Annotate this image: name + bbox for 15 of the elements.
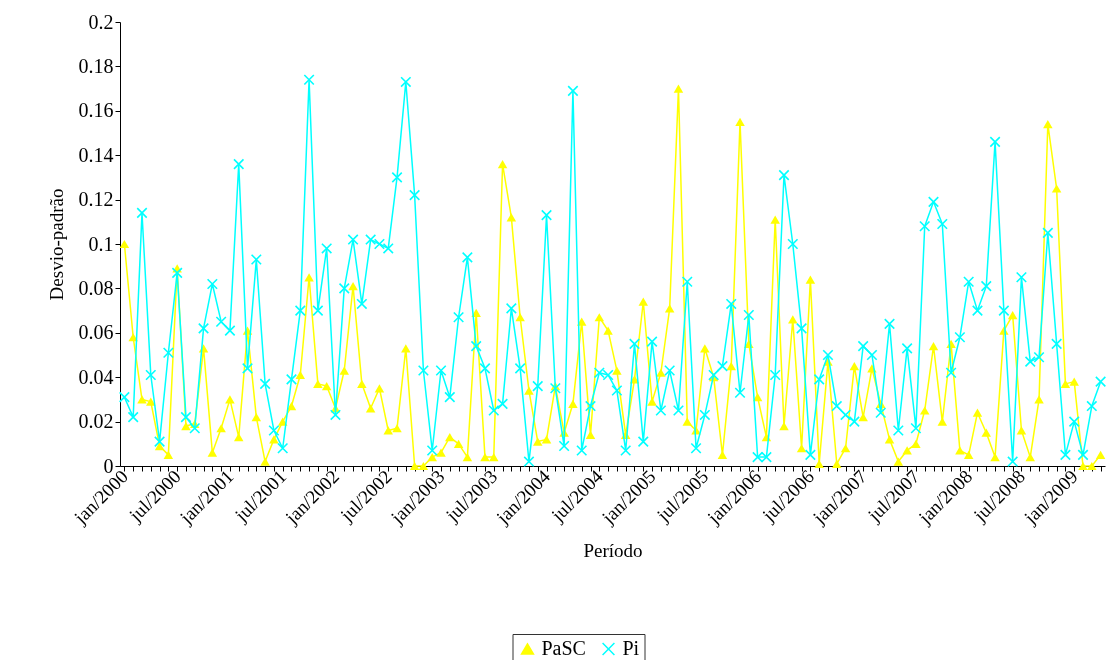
y-tick-label: 0.14: [78, 143, 114, 166]
y-tick-label: 0.08: [78, 276, 114, 299]
y-tick-label: 0.16: [78, 99, 114, 122]
y-tick-label: 0.02: [78, 410, 114, 433]
y-tick-label: 0.12: [78, 188, 114, 211]
legend-label: PaSC: [541, 637, 586, 659]
y-axis-title: Desvio-padrão: [45, 188, 67, 301]
y-tick-label: 0.2: [88, 10, 114, 33]
y-tick-label: 0.18: [78, 54, 114, 77]
x-axis-title: Período: [583, 539, 643, 561]
legend-label: Pi: [622, 637, 640, 659]
y-tick-label: 0: [103, 454, 114, 477]
y-tick-label: 0.1: [88, 232, 114, 255]
y-tick-label: 0.04: [78, 365, 114, 388]
y-tick-label: 0.06: [78, 321, 114, 344]
